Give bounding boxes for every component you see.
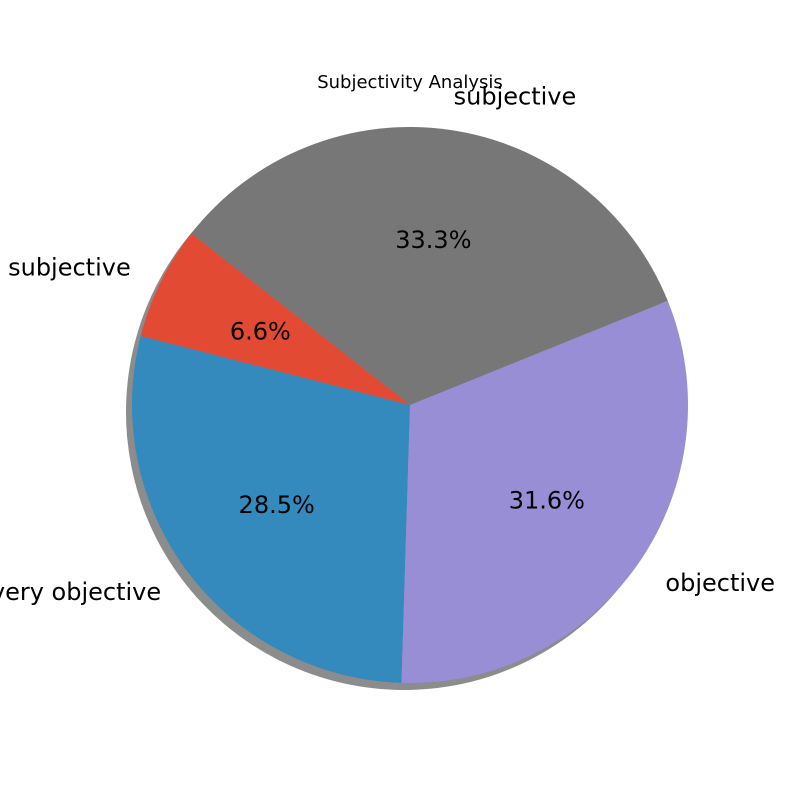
pie-slices <box>132 126 689 683</box>
pie-slice-subjective <box>191 126 668 405</box>
slice-label-very-objective: very objective <box>0 578 161 606</box>
slice-percent-objective: 31.6% <box>509 486 585 514</box>
slice-label-very-subjective: very subjective <box>0 253 131 281</box>
pie-slice-objective <box>401 300 689 683</box>
slice-label-objective: objective <box>665 569 775 597</box>
pie-labels: subjective 33.3% very subjective 6.6% very o… <box>0 83 775 606</box>
slice-percent-very-subjective: 6.6% <box>230 317 291 345</box>
pie-slice-very-objective <box>132 336 411 683</box>
pie-slice-very-subjective <box>140 233 411 405</box>
slice-percent-very-objective: 28.5% <box>239 491 315 519</box>
chart-title: Subjectivity Analysis <box>317 72 503 93</box>
slice-label-subjective: subjective <box>454 83 577 111</box>
slice-percent-subjective: 33.3% <box>395 226 471 254</box>
